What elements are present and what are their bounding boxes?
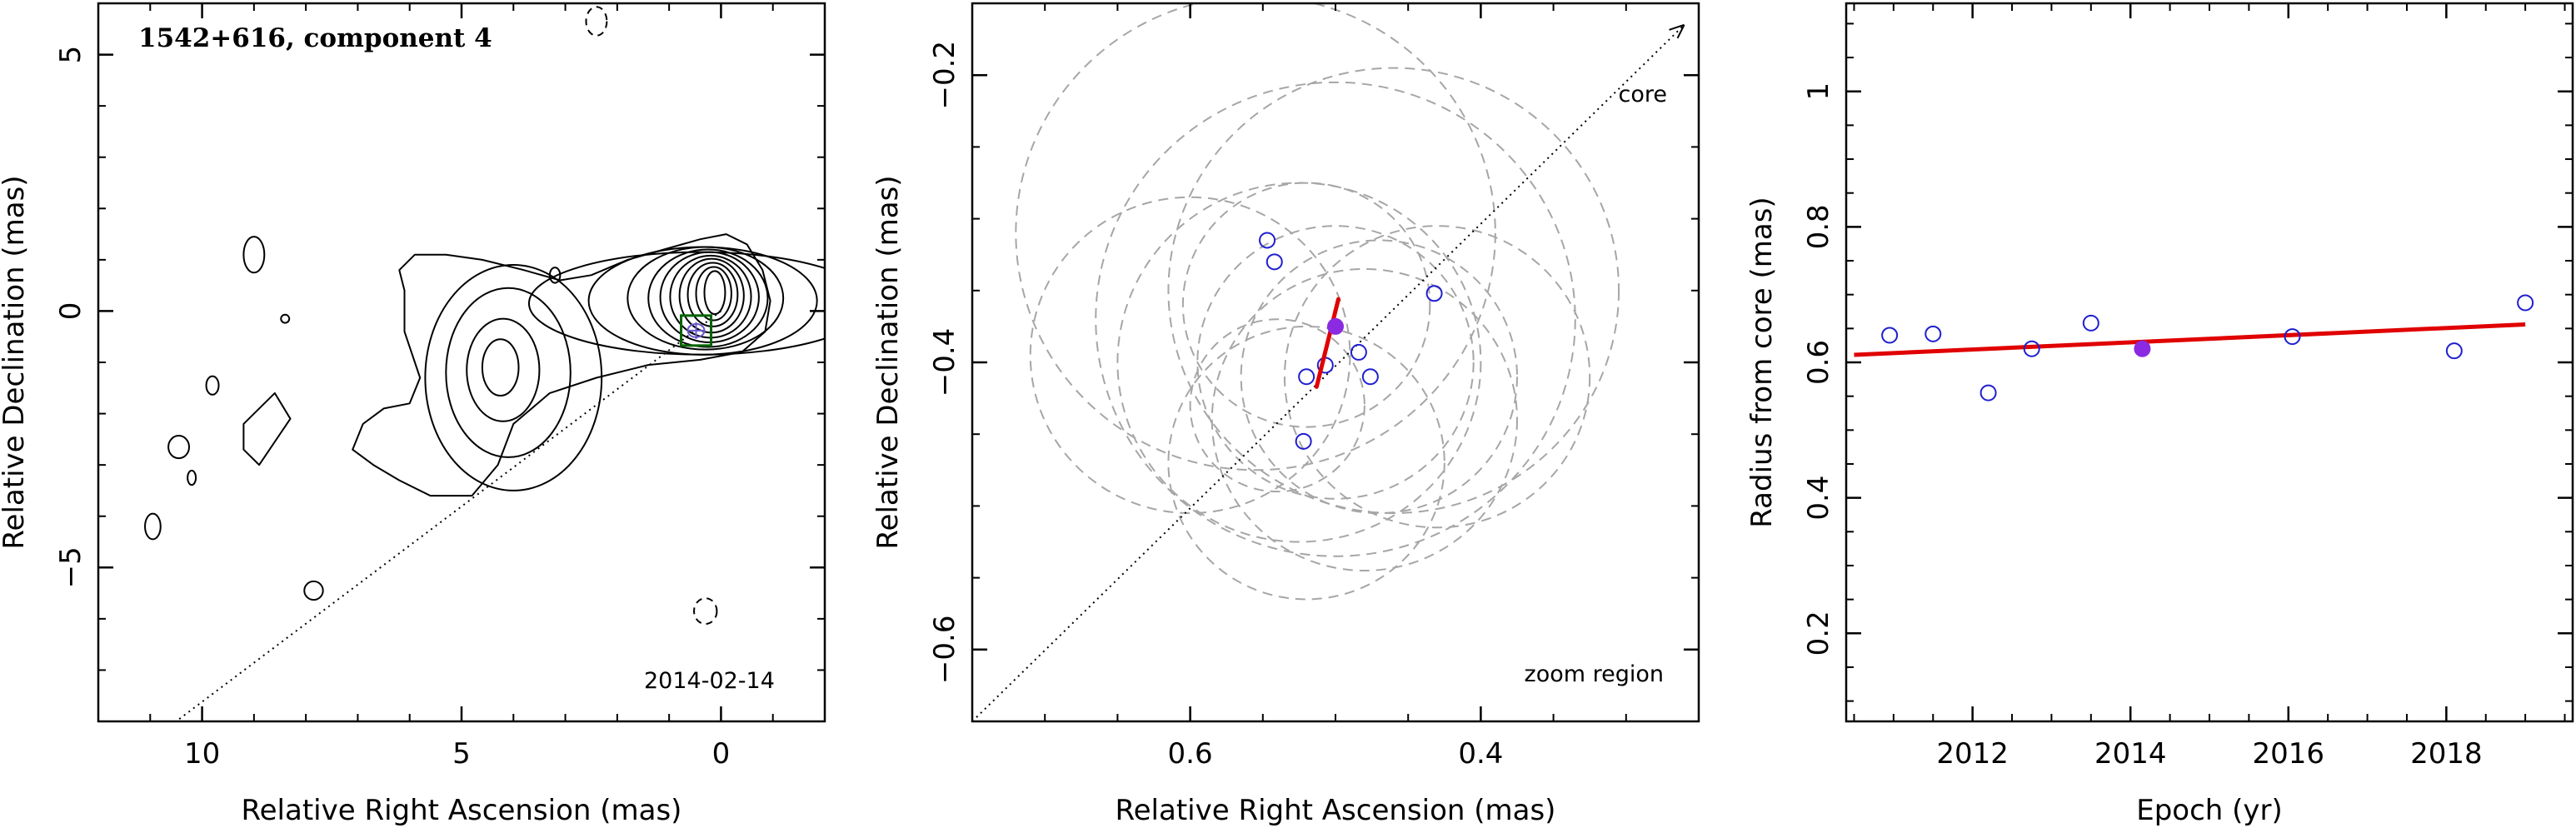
epoch-point xyxy=(1266,253,1283,271)
island-contour xyxy=(167,435,191,460)
error-circle xyxy=(1095,81,1576,557)
epoch-point xyxy=(1361,368,1379,386)
radius-point xyxy=(1925,325,1942,342)
island-contour xyxy=(303,580,324,601)
panel1-ticks: 10 5 0 5 0 −5 xyxy=(54,2,826,771)
y-tick-label: −5 xyxy=(54,546,87,588)
radius-point xyxy=(2445,342,2463,360)
radius-point xyxy=(2517,294,2534,312)
x-tick-label: 0 xyxy=(712,737,731,771)
epoch-point xyxy=(1295,432,1312,450)
knot-contour xyxy=(424,264,603,491)
error-circle xyxy=(1240,239,1518,515)
error-circle xyxy=(1189,318,1365,493)
x-tick-label: 0.4 xyxy=(1458,737,1503,771)
panel1-y-axis-label: Relative Declination (mas) xyxy=(0,175,31,549)
island-contour xyxy=(187,469,197,486)
island-contour xyxy=(280,313,291,324)
island-contour xyxy=(205,375,220,396)
negative-contour xyxy=(585,6,608,37)
epoch-point xyxy=(1350,343,1367,361)
x-tick-label: 5 xyxy=(452,737,471,771)
fit-trajectory xyxy=(1314,297,1340,389)
epoch-point xyxy=(1298,368,1315,386)
zoom-plot-area xyxy=(972,3,1685,721)
radius-point xyxy=(2082,314,2099,332)
epoch-point xyxy=(1259,232,1276,249)
x-tick-label: 10 xyxy=(184,737,220,771)
panel2-ticks: 0.6 0.4 −0.2 −0.4 −0.6 xyxy=(928,2,1700,771)
knot-contour xyxy=(481,338,520,397)
x-tick-label: 2012 xyxy=(1936,737,2009,771)
x-tick-label: 2016 xyxy=(2253,737,2325,771)
error-circle xyxy=(1029,196,1351,515)
panel3-y-axis-label: Radius from core (mas) xyxy=(1745,197,1779,527)
zoom-box xyxy=(680,314,713,347)
zoom-region-annotation: zoom region xyxy=(1525,661,1664,687)
error-circle xyxy=(1196,225,1475,500)
y-tick-label: −0.4 xyxy=(928,328,961,397)
radius-point xyxy=(1881,327,1899,344)
map-title: 1542+616, component 4 xyxy=(138,23,492,53)
knot-contour xyxy=(445,287,572,458)
error-circle xyxy=(1283,225,1591,529)
panel3-x-axis-label: Epoch (yr) xyxy=(2136,794,2283,827)
y-tick-label: −0.2 xyxy=(928,41,961,110)
radius-point xyxy=(2023,340,2040,357)
contour-plot-area xyxy=(144,6,825,721)
radius-point xyxy=(1979,384,1997,402)
island-contour xyxy=(242,236,266,274)
island-contour xyxy=(144,512,162,541)
error-circle xyxy=(1015,3,1496,471)
x-tick-label: 0.6 xyxy=(1168,737,1213,771)
core-arrow-icon xyxy=(1669,23,1685,39)
y-tick-label: 5 xyxy=(54,46,87,64)
error-circle xyxy=(1167,67,1620,515)
current-radius-point xyxy=(2134,340,2151,357)
jet-direction-line xyxy=(175,310,722,721)
panel-radius-vs-epoch: 2012 2014 2016 2018 0.2 0.4 0.6 0.8 1 Epoch (yr)… xyxy=(1745,2,2574,827)
island-contour xyxy=(548,267,562,284)
x-tick-label: 2014 xyxy=(2094,737,2167,771)
panel3-ticks: 2012 2014 2016 2018 0.2 0.4 0.6 0.8 1 xyxy=(1802,3,2573,771)
error-circle xyxy=(1211,267,1518,571)
x-tick-label: 2018 xyxy=(2410,737,2483,771)
negative-contour xyxy=(693,597,718,626)
panel1-x-axis-label: Relative Right Ascension (mas) xyxy=(242,794,682,827)
y-tick-label: 0.6 xyxy=(1802,340,1835,385)
core-contour xyxy=(659,251,760,343)
jet-west-contour xyxy=(242,392,292,466)
panel-contour-map: 10 5 0 5 0 −5 1542+616, component 4 2014-02-1… xyxy=(0,2,826,827)
panel3-frame xyxy=(1845,2,2574,723)
panel-zoom-region: 0.6 0.4 −0.2 −0.4 −0.6 core zoom region Rela… xyxy=(871,2,1700,827)
panel2-x-axis-label: Relative Right Ascension (mas) xyxy=(1116,794,1556,827)
jet-direction-line xyxy=(972,24,1685,721)
radius-point xyxy=(2284,328,2301,346)
epoch-point xyxy=(1425,285,1443,302)
epoch-label: 2014-02-14 xyxy=(644,668,775,694)
core-contour xyxy=(686,262,739,327)
core-contour xyxy=(647,248,769,348)
radius-plot-area xyxy=(1854,294,2534,402)
core-contour xyxy=(695,266,732,322)
knot-contour xyxy=(466,317,541,422)
y-tick-label: 0.4 xyxy=(1802,476,1835,521)
core-contour xyxy=(703,270,726,316)
y-tick-label: 0.8 xyxy=(1802,204,1835,249)
current-epoch-point xyxy=(1327,317,1344,335)
error-circle xyxy=(1181,182,1431,428)
error-circle xyxy=(1167,325,1445,601)
panel2-y-axis-label: Relative Declination (mas) xyxy=(871,175,905,549)
core-contour xyxy=(627,246,785,351)
y-tick-label: 1 xyxy=(1802,82,1835,101)
fit-line xyxy=(1854,322,2526,357)
core-annotation: core xyxy=(1619,82,1667,107)
y-tick-label: −0.6 xyxy=(928,616,961,685)
y-tick-label: 0.2 xyxy=(1802,611,1835,656)
y-tick-label: 0 xyxy=(54,302,87,321)
